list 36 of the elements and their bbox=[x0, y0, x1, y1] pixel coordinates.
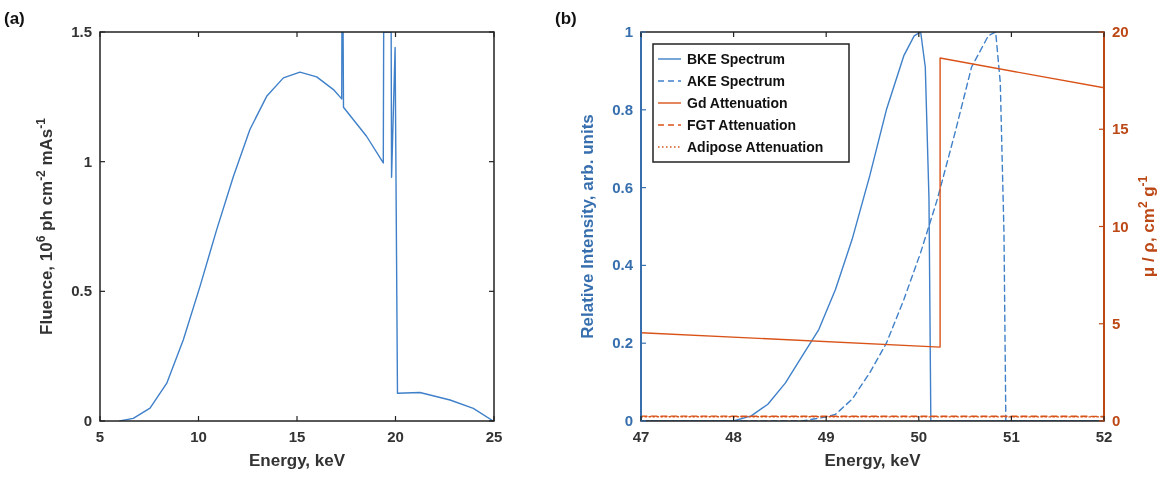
x-tick-label: 10 bbox=[190, 428, 207, 445]
legend-label: FGT Attenuation bbox=[687, 117, 797, 133]
x-tick-label: 50 bbox=[910, 428, 928, 445]
y2-tick-label: 5 bbox=[1112, 314, 1121, 332]
y-tick-label: 0.8 bbox=[612, 100, 633, 118]
y-tick-label: 0 bbox=[624, 412, 633, 429]
x-tick-label: 5 bbox=[95, 428, 105, 445]
x-axis-title: Energy, keV bbox=[824, 451, 922, 470]
y2-tick-label: 20 bbox=[1112, 23, 1129, 40]
x-tick-label: 47 bbox=[632, 428, 650, 445]
y-tick-label: 1 bbox=[83, 152, 92, 170]
x-tick-label: 52 bbox=[1095, 428, 1113, 445]
chart-title: (a) bbox=[4, 9, 25, 28]
x-tick-label: 48 bbox=[725, 428, 742, 445]
y-tick-label: 0 bbox=[83, 412, 92, 429]
x-tick-label: 49 bbox=[817, 428, 835, 445]
legend-label: BKE Spectrum bbox=[687, 51, 786, 67]
y-axis-title: Relative Intensity, arb. units bbox=[578, 114, 597, 339]
y-tick-label: 0.2 bbox=[612, 334, 633, 352]
y-tick-label: 0.6 bbox=[612, 178, 633, 196]
x-tick-label: 20 bbox=[387, 428, 404, 445]
legend-label: Gd Attenuation bbox=[687, 95, 788, 111]
chart-title: (b) bbox=[555, 9, 577, 28]
y2-tick-label: 0 bbox=[1112, 412, 1121, 429]
legend-label: AKE Spectrum bbox=[687, 73, 786, 89]
y-tick-label: 0.4 bbox=[612, 256, 634, 274]
y-tick-label: 1 bbox=[624, 23, 633, 40]
y2-tick-label: 10 bbox=[1112, 217, 1129, 235]
x-tick-label: 51 bbox=[1003, 428, 1020, 445]
legend-label: Adipose Attenuation bbox=[687, 139, 824, 155]
y-tick-label: 0.5 bbox=[71, 282, 92, 300]
y-tick-label: 1.5 bbox=[71, 23, 92, 40]
x-tick-label: 25 bbox=[485, 428, 503, 445]
y2-tick-label: 15 bbox=[1112, 120, 1129, 138]
x-tick-label: 15 bbox=[288, 428, 306, 445]
x-axis-title: Energy, keV bbox=[248, 451, 346, 470]
